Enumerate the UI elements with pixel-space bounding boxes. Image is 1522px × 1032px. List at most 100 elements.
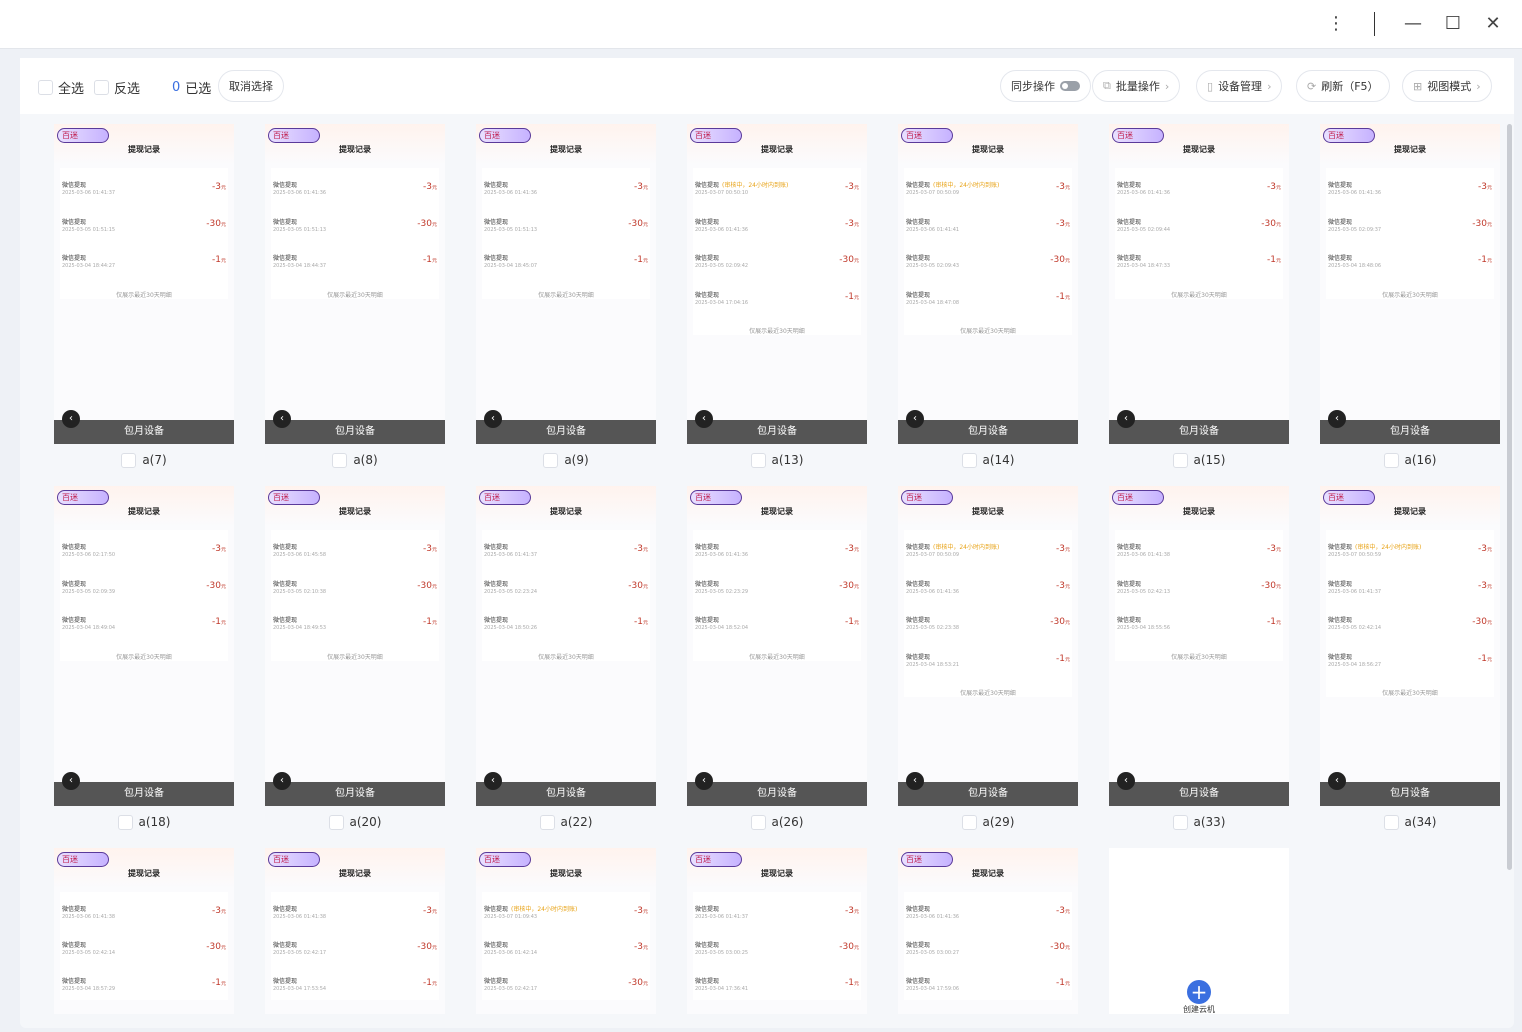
back-icon[interactable]: ‹ bbox=[695, 410, 713, 428]
device-screen[interactable]: 百迷 提现记录 微信提现 (审核中，24小时内到账) 2025-03-07 01:09:… bbox=[476, 848, 656, 1014]
record-label: 微信提现 bbox=[273, 255, 298, 262]
scrollbar[interactable] bbox=[1507, 124, 1512, 870]
view-mode-button[interactable]: ⊞ 视图模式 › bbox=[1402, 70, 1492, 102]
device-card[interactable]: 百迷 提现记录 微信提现 2025-03-06 01:41:36 -3元 微信提现 2025… bbox=[1320, 124, 1500, 476]
add-device-card[interactable]: + 创建云机 bbox=[1109, 848, 1289, 1014]
device-card[interactable]: 百迷 提现记录 微信提现 2025-03-06 02:17:50 -3元 微信提现 2025… bbox=[54, 486, 234, 838]
record-time: 2025-03-04 18:48:06 bbox=[1328, 263, 1382, 269]
device-card[interactable]: 百迷 提现记录 微信提现 2025-03-06 01:45:58 -3元 微信提现 2025… bbox=[265, 486, 445, 838]
device-card[interactable]: 百迷 提现记录 微信提现 2025-03-06 01:41:38 -3元 微信提现 2025… bbox=[54, 848, 234, 1014]
record-item: 微信提现 2025-03-04 18:45:07 -1元 bbox=[482, 241, 650, 278]
device-screen[interactable]: 百迷 提现记录 微信提现 2025-03-06 01:41:38 -3元 微信提现 2025… bbox=[265, 848, 445, 1014]
device-screen[interactable]: 百迷 提现记录 微信提现 (审核中，24小时内到账) 2025-03-07 00:50:… bbox=[687, 124, 867, 420]
back-icon[interactable]: ‹ bbox=[906, 772, 924, 790]
invert-selection-checkbox[interactable]: 反选 bbox=[94, 78, 140, 97]
amount-value: -30 bbox=[1050, 255, 1065, 265]
device-card[interactable]: 百迷 提现记录 微信提现 2025-03-06 01:41:36 -3元 微信提现 2025… bbox=[1109, 124, 1289, 476]
back-icon[interactable]: ‹ bbox=[62, 772, 80, 790]
back-icon[interactable]: ‹ bbox=[273, 772, 291, 790]
device-checkbox[interactable] bbox=[961, 814, 977, 830]
device-screen[interactable]: 百迷 提现记录 微信提现 2025-03-06 01:41:36 -3元 微信提现 2025… bbox=[1320, 124, 1500, 420]
device-screen[interactable]: 百迷 提现记录 微信提现 2025-03-06 01:41:36 -3元 微信提现 2025… bbox=[1109, 124, 1289, 420]
device-checkbox[interactable] bbox=[539, 814, 555, 830]
cancel-selection-button[interactable]: 取消选择 bbox=[218, 70, 284, 102]
device-card[interactable]: 百迷 提现记录 微信提现 2025-03-06 01:41:36 -3元 微信提现 2025… bbox=[476, 124, 656, 476]
minimize-icon[interactable]: — bbox=[1404, 13, 1422, 34]
device-screen[interactable]: 百迷 提现记录 微信提现 2025-03-06 01:45:58 -3元 微信提现 2025… bbox=[265, 486, 445, 782]
device-checkbox[interactable] bbox=[121, 452, 137, 468]
device-screen[interactable]: 百迷 提现记录 微信提现 (审核中，24小时内到账) 2025-03-07 00:50:… bbox=[1320, 486, 1500, 782]
device-screen[interactable]: 百迷 提现记录 微信提现 2025-03-06 01:41:36 -3元 微信提现 2025… bbox=[265, 124, 445, 420]
device-card[interactable]: 百迷 提现记录 微信提现 (审核中，24小时内到账) 2025-03-07 00:50:… bbox=[898, 486, 1078, 838]
device-screen[interactable]: 百迷 提现记录 微信提现 2025-03-06 01:41:37 -3元 微信提现 2025… bbox=[54, 124, 234, 420]
screen-title: 提现记录 bbox=[761, 507, 793, 516]
device-card[interactable]: 百迷 提现记录 微信提现 2025-03-06 01:41:37 -3元 微信提现 2025… bbox=[687, 848, 867, 1014]
back-icon[interactable]: ‹ bbox=[1328, 772, 1346, 790]
back-icon[interactable]: ‹ bbox=[273, 410, 291, 428]
device-screen[interactable]: 百迷 提现记录 微信提现 2025-03-06 01:41:38 -3元 微信提现 2025… bbox=[1109, 486, 1289, 782]
device-screen[interactable]: 百迷 提现记录 微信提现 2025-03-06 01:41:36 -3元 微信提现 2025… bbox=[898, 848, 1078, 1014]
record-amount: -3元 bbox=[1267, 182, 1281, 192]
close-icon[interactable]: ✕ bbox=[1485, 13, 1501, 34]
sync-operation-toggle[interactable]: 同步操作 bbox=[1000, 70, 1091, 102]
device-screen[interactable]: 百迷 提现记录 微信提现 (审核中，24小时内到账) 2025-03-07 00:50:… bbox=[898, 486, 1078, 782]
device-checkbox[interactable] bbox=[1383, 452, 1399, 468]
device-card[interactable]: 百迷 提现记录 微信提现 2025-03-06 01:41:37 -3元 微信提现 2025… bbox=[54, 124, 234, 476]
checkbox[interactable] bbox=[38, 80, 53, 95]
back-icon[interactable]: ‹ bbox=[484, 410, 502, 428]
plus-circle-icon[interactable]: + bbox=[1187, 980, 1211, 1004]
device-screen[interactable]: 百迷 提现记录 微信提现 (审核中，24小时内到账) 2025-03-07 00:50:… bbox=[898, 124, 1078, 420]
device-screen[interactable]: 百迷 提现记录 微信提现 2025-03-06 02:17:50 -3元 微信提现 2025… bbox=[54, 486, 234, 782]
device-card[interactable]: 百迷 提现记录 微信提现 (审核中，24小时内到账) 2025-03-07 00:50:… bbox=[1320, 486, 1500, 838]
back-icon[interactable]: ‹ bbox=[484, 772, 502, 790]
device-checkbox[interactable] bbox=[750, 452, 766, 468]
back-icon[interactable]: ‹ bbox=[1117, 410, 1135, 428]
record-list: 微信提现 2025-03-06 01:41:36 -3元 微信提现 2025-03-05… bbox=[482, 168, 650, 299]
device-checkbox[interactable] bbox=[750, 814, 766, 830]
device-card[interactable]: 百迷 提现记录 微信提现 2025-03-06 01:41:38 -3元 微信提现 2025… bbox=[1109, 486, 1289, 838]
device-checkbox[interactable] bbox=[1172, 452, 1188, 468]
back-icon[interactable]: ‹ bbox=[62, 410, 80, 428]
device-card[interactable]: 百迷 提现记录 微信提现 (审核中，24小时内到账) 2025-03-07 00:50:… bbox=[687, 124, 867, 476]
back-icon[interactable]: ‹ bbox=[1328, 410, 1346, 428]
device-checkbox[interactable] bbox=[332, 452, 348, 468]
device-screen[interactable]: 百迷 提现记录 微信提现 2025-03-06 01:41:37 -3元 微信提现 2025… bbox=[687, 848, 867, 1014]
device-checkbox[interactable] bbox=[117, 814, 133, 830]
device-card[interactable]: 百迷 提现记录 微信提现 2025-03-06 01:41:37 -3元 微信提现 2025… bbox=[476, 486, 656, 838]
back-icon[interactable]: ‹ bbox=[1117, 772, 1135, 790]
device-checkbox[interactable] bbox=[328, 814, 344, 830]
device-checkbox[interactable] bbox=[1383, 814, 1399, 830]
select-all-checkbox[interactable]: 全选 bbox=[38, 78, 84, 97]
back-icon[interactable]: ‹ bbox=[695, 772, 713, 790]
record-time: 2025-03-05 02:42:14 bbox=[1328, 625, 1382, 631]
device-screen[interactable]: 百迷 提现记录 微信提现 2025-03-06 01:41:36 -3元 微信提现 2025… bbox=[476, 124, 656, 420]
back-icon[interactable]: ‹ bbox=[906, 410, 924, 428]
amount-value: -1 bbox=[634, 255, 643, 265]
device-card[interactable]: 百迷 提现记录 微信提现 2025-03-06 01:41:36 -3元 微信提现 2025… bbox=[687, 486, 867, 838]
device-card[interactable]: 百迷 提现记录 微信提现 (审核中，24小时内到账) 2025-03-07 00:50:… bbox=[898, 124, 1078, 476]
device-checkbox[interactable] bbox=[961, 452, 977, 468]
records-footer: 仅展示最近30天明细 bbox=[749, 653, 805, 661]
record-item: 微信提现 2025-03-05 02:09:44 -30元 bbox=[1115, 205, 1283, 242]
refresh-button[interactable]: ⟳ 刷新（F5） bbox=[1296, 70, 1390, 102]
currency: 元 bbox=[642, 981, 648, 987]
device-card[interactable]: 百迷 提现记录 微信提现 2025-03-06 01:41:36 -3元 微信提现 2025… bbox=[898, 848, 1078, 1014]
device-card[interactable]: 百迷 提现记录 微信提现 2025-03-06 01:41:38 -3元 微信提现 2025… bbox=[265, 848, 445, 1014]
device-name: a(33) bbox=[1193, 815, 1226, 829]
more-vertical-icon[interactable]: ⋮ bbox=[1327, 13, 1345, 34]
device-checkbox[interactable] bbox=[1172, 814, 1188, 830]
maximize-icon[interactable]: ☐ bbox=[1444, 13, 1462, 34]
checkbox[interactable] bbox=[94, 80, 109, 95]
device-screen[interactable]: 百迷 提现记录 微信提现 2025-03-06 01:41:38 -3元 微信提现 2025… bbox=[54, 848, 234, 1014]
device-card[interactable]: 百迷 提现记录 微信提现 2025-03-06 01:41:36 -3元 微信提现 2025… bbox=[265, 124, 445, 476]
amount-value: -30 bbox=[1050, 942, 1065, 952]
device-screen[interactable]: 百迷 提现记录 微信提现 2025-03-06 01:41:36 -3元 微信提现 2025… bbox=[687, 486, 867, 782]
device-checkbox[interactable] bbox=[543, 452, 559, 468]
device-screen[interactable]: 百迷 提现记录 微信提现 2025-03-06 01:41:37 -3元 微信提现 2025… bbox=[476, 486, 656, 782]
device-card[interactable]: 百迷 提现记录 微信提现 (审核中，24小时内到账) 2025-03-07 01:09:… bbox=[476, 848, 656, 1014]
toggle-switch[interactable] bbox=[1060, 81, 1080, 91]
currency: 元 bbox=[1486, 620, 1492, 626]
record-label: 微信提现 bbox=[62, 182, 87, 189]
batch-operation-button[interactable]: ⧉ 批量操作 › bbox=[1092, 70, 1181, 102]
device-management-button[interactable]: ▯ 设备管理 › bbox=[1196, 70, 1283, 102]
